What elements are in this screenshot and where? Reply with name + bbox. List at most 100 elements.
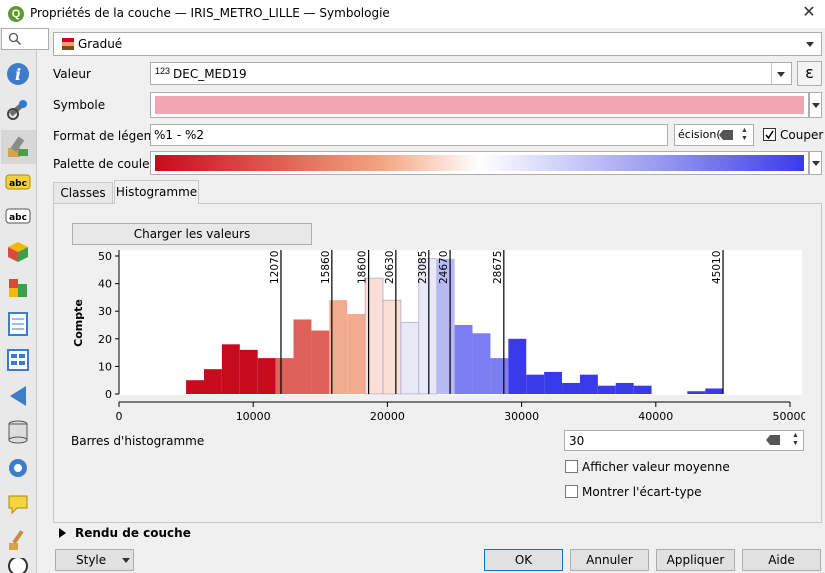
source-icon[interactable] [3,95,33,123]
chevron-down-icon [806,42,814,47]
color-ramp-menu-button[interactable] [809,151,822,175]
3d-view-icon[interactable] [3,238,33,266]
masks-icon[interactable]: abc [3,202,33,230]
symbol-menu-button[interactable] [809,92,822,118]
couper-label: Couper [780,128,824,142]
histogram-bar [400,321,420,395]
close-icon[interactable]: ✕ [802,4,816,21]
qgis-logo-icon: Q [8,6,24,22]
info-icon[interactable]: i [3,60,33,88]
color-ramp-button[interactable] [150,151,809,175]
histogram-bar [239,349,258,394]
class-break-label: 24670 [438,251,450,284]
chevron-down-icon [122,558,130,563]
histogram-bar [186,380,205,394]
apply-button[interactable]: Appliquer [656,549,735,571]
renderer-type-value: Gradué [78,37,123,51]
precision-spinbox[interactable]: écision( ▲ ▼ [674,124,754,146]
chevron-down-icon [777,72,785,77]
renderer-type-select[interactable]: Gradué [53,32,822,56]
legend-format-label: Format de légende [53,129,167,143]
chevron-down-icon [812,161,820,166]
value-field-select[interactable]: 123 DEC_MED19 [150,62,792,85]
class-break-label: 20630 [384,251,396,284]
show-stddev-label: Montrer l'écart-type [582,485,702,499]
tab-histogram[interactable]: Histogramme [114,180,199,204]
expand-arrow-icon[interactable] [59,528,67,538]
help-button[interactable]: Aide [742,549,821,571]
histogram-bar [526,374,545,394]
attributes-form-icon[interactable] [3,346,33,374]
y-tick-label: 30 [98,305,112,318]
style-button[interactable]: Style [55,549,134,571]
precision-value: écision( [678,128,721,141]
histogram-bar [472,333,491,394]
clear-icon[interactable] [766,435,780,445]
histogram-bar [293,319,312,394]
tab-classes[interactable]: Classes [53,182,113,203]
sidebar-search-input[interactable] [1,28,49,50]
numeric-type-icon: 123 [155,66,171,76]
x-tick-label: 50000 [773,410,806,423]
histogram-bar [579,374,598,394]
window-title: Propriétés de la couche — IRIS_METRO_LIL… [30,6,390,20]
histogram-bar [275,358,294,394]
clear-icon[interactable] [719,130,733,140]
rendering-icon[interactable] [3,526,33,554]
histogram-bar [562,382,580,394]
symbol-button[interactable] [150,92,809,118]
actions-icon[interactable] [3,454,33,482]
graduated-renderer-icon [62,38,74,50]
histogram-bar [544,371,563,394]
class-break-label: 18600 [357,251,369,284]
load-values-button[interactable]: Charger les valeurs [72,223,312,245]
spin-arrows-icon[interactable]: ▲ ▼ [792,432,799,447]
symbol-label: Symbole [53,98,106,112]
class-break-label: 23085 [417,251,429,284]
couper-checkbox[interactable] [763,128,776,141]
histogram-bar [633,385,652,394]
svg-text:abc: abc [9,213,27,223]
y-tick-label: 50 [98,250,112,263]
ok-button[interactable]: OK [484,549,563,571]
expression-button[interactable]: ε [797,61,822,86]
show-stddev-checkbox[interactable] [565,485,578,498]
histogram-bar [705,388,724,394]
fields-icon[interactable] [3,310,33,338]
symbology-icon[interactable] [1,130,36,164]
legend-format-value: %1 - %2 [154,128,205,142]
show-mean-checkbox[interactable] [565,460,578,473]
histogram-bar [204,369,222,394]
legend-format-input[interactable]: %1 - %2 [150,124,668,146]
histogram-bar [454,325,473,394]
histogram-bar [687,391,706,394]
color-ramp-label: Palette de couleur [53,157,162,171]
class-break-label: 45010 [711,251,723,284]
histogram-bar [382,299,402,395]
sidebar [0,28,37,573]
rendering-section-label[interactable]: Rendu de couche [75,526,191,540]
svg-text:abc: abc [9,179,27,189]
y-tick-label: 40 [98,278,112,291]
joins-icon[interactable] [3,382,33,410]
histogram-bar [615,382,634,394]
histogram-bar [347,313,366,394]
symbol-preview [155,96,804,114]
x-tick-label: 30000 [504,410,539,423]
spin-arrows-icon[interactable]: ▲ ▼ [741,127,748,142]
chevron-down-icon [812,103,820,108]
temporal-icon[interactable] [3,558,33,573]
diagrams-icon[interactable] [3,274,33,302]
display-icon[interactable] [3,490,33,518]
cancel-button[interactable]: Annuler [570,549,649,571]
histogram-bar [221,344,240,394]
histogram-bar [364,277,384,395]
histogram-bars-spinbox[interactable]: 30 ▲ ▼ [564,430,804,451]
auxiliary-storage-icon[interactable] [3,418,33,446]
histogram-chart: 12070 15860 18600 20630 23085 24670 28675 45010… [72,250,806,423]
labels-icon[interactable]: abc [3,168,33,196]
value-field-name: DEC_MED19 [173,67,247,81]
svg-text:i: i [15,65,21,84]
y-tick-label: 10 [98,360,112,373]
x-tick-label: 0 [116,410,123,423]
